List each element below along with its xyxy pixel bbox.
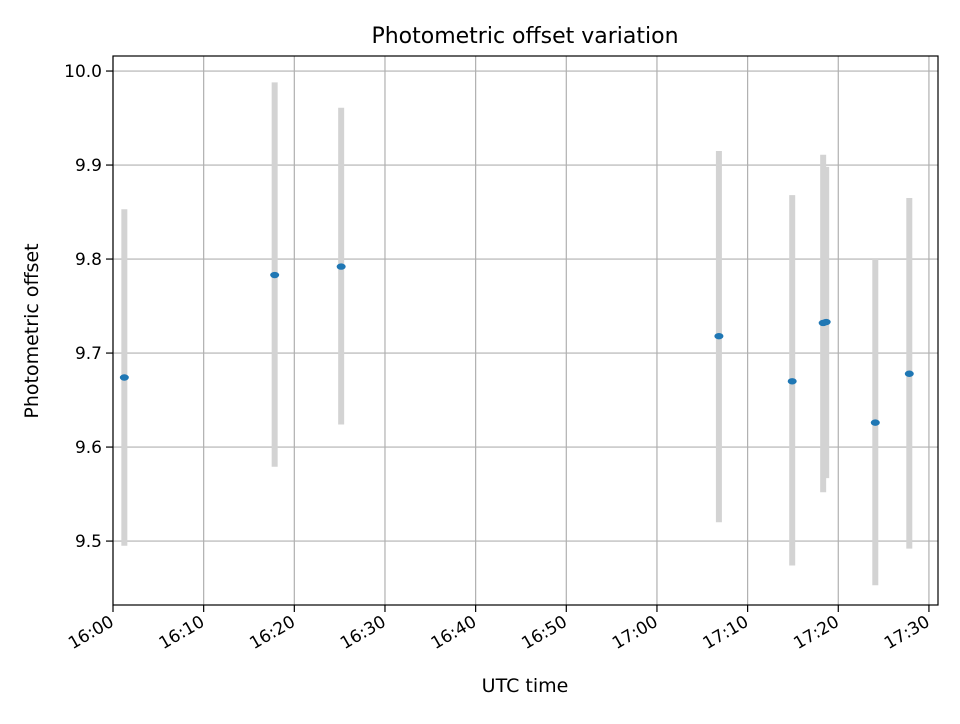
y-tick-label: 9.9 bbox=[75, 156, 102, 176]
chart-title: Photometric offset variation bbox=[371, 24, 678, 49]
data-point bbox=[787, 378, 797, 385]
data-point bbox=[870, 419, 880, 426]
y-tick-label: 9.8 bbox=[75, 250, 102, 270]
data-point bbox=[119, 374, 129, 381]
data-point bbox=[904, 370, 914, 377]
x-axis-label: UTC time bbox=[482, 675, 569, 697]
grid-lines bbox=[112, 56, 938, 605]
y-tick-label: 9.5 bbox=[75, 532, 102, 552]
data-points bbox=[119, 263, 914, 426]
y-tick-label: 9.6 bbox=[75, 438, 102, 458]
y-axis-label: Photometric offset bbox=[21, 243, 43, 418]
y-axis-ticks: 9.5 9.6 9.7 9.8 9.9 10.0 bbox=[64, 62, 113, 552]
y-tick-label: 9.7 bbox=[75, 344, 102, 364]
data-point bbox=[336, 263, 346, 270]
y-tick-label: 10.0 bbox=[64, 62, 102, 82]
data-point bbox=[821, 318, 831, 326]
plot-frame bbox=[112, 55, 939, 606]
data-point bbox=[270, 271, 280, 279]
data-point bbox=[714, 332, 724, 340]
